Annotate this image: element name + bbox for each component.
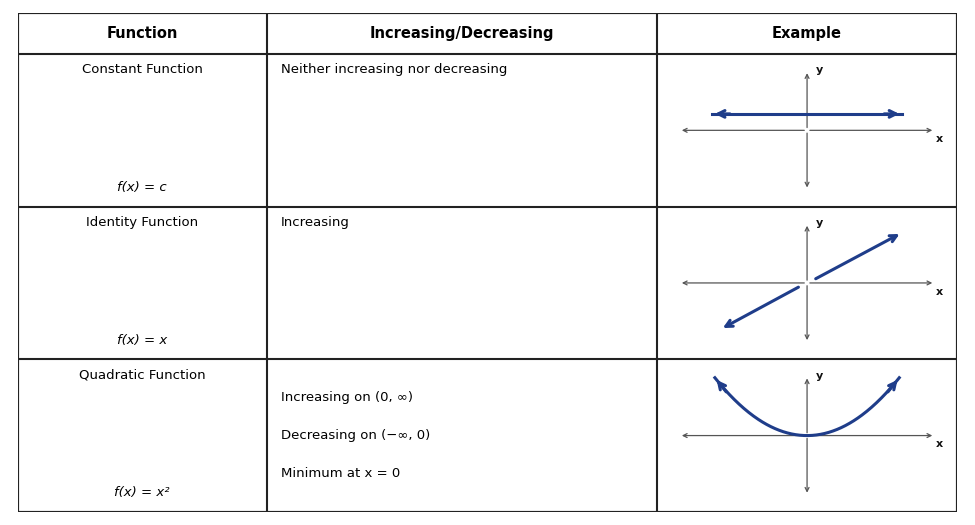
Text: x: x — [936, 134, 943, 144]
Text: Function: Function — [106, 26, 177, 41]
Text: f(x) = x²: f(x) = x² — [114, 486, 170, 499]
Text: Increasing/Decreasing: Increasing/Decreasing — [370, 26, 554, 41]
Text: f(x) = x: f(x) = x — [117, 334, 167, 347]
Text: Decreasing on (−∞, 0): Decreasing on (−∞, 0) — [281, 429, 430, 442]
Text: y: y — [816, 218, 823, 228]
Text: Quadratic Function: Quadratic Function — [79, 368, 206, 381]
Text: Identity Function: Identity Function — [86, 216, 198, 228]
Text: y: y — [816, 371, 823, 381]
Text: Example: Example — [772, 26, 842, 41]
Text: Constant Function: Constant Function — [82, 63, 203, 76]
Text: f(x) = c: f(x) = c — [117, 181, 167, 194]
Text: y: y — [816, 65, 823, 76]
Text: Increasing on (0, ∞): Increasing on (0, ∞) — [281, 391, 412, 404]
Text: x: x — [936, 439, 943, 449]
Text: x: x — [936, 287, 943, 297]
Text: Increasing: Increasing — [281, 216, 350, 228]
Text: Neither increasing nor decreasing: Neither increasing nor decreasing — [281, 63, 507, 76]
Text: Minimum at x = 0: Minimum at x = 0 — [281, 467, 400, 480]
